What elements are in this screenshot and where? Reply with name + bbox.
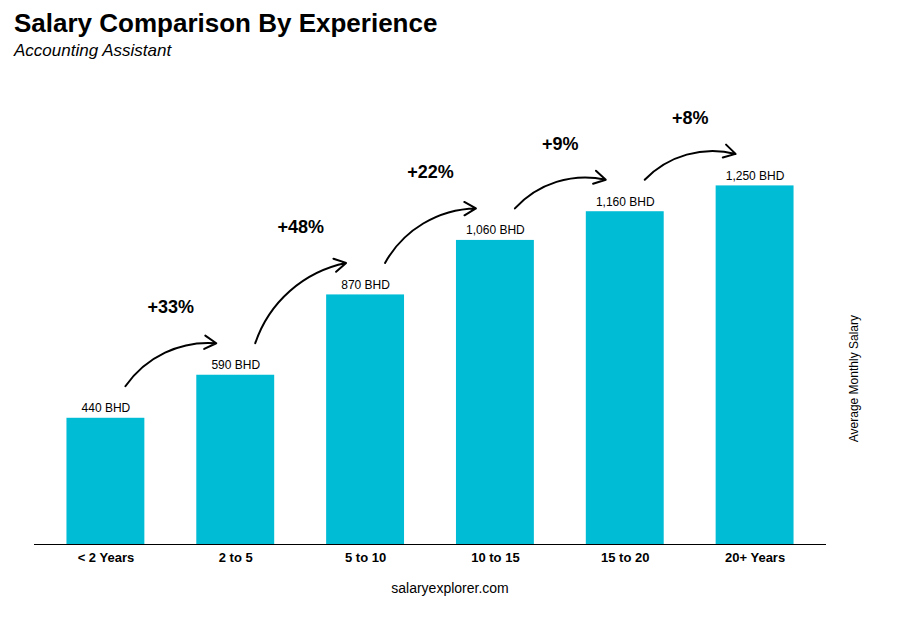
svg-text:15 to 20: 15 to 20 xyxy=(601,550,649,565)
svg-text:20+ Years: 20+ Years xyxy=(725,550,785,565)
svg-text:440 BHD: 440 BHD xyxy=(82,401,131,415)
svg-text:Average Monthly Salary: Average Monthly Salary xyxy=(847,315,861,442)
svg-text:+22%: +22% xyxy=(407,162,454,182)
svg-text:2 to 5: 2 to 5 xyxy=(219,550,253,565)
svg-text:1,060 BHD: 1,060 BHD xyxy=(466,223,525,237)
svg-text:< 2 Years: < 2 Years xyxy=(78,550,135,565)
html-text:salaryexplorer.com: salaryexplorer.com xyxy=(391,580,509,596)
html-text:Accounting Assistant: Accounting Assistant xyxy=(14,41,172,60)
svg-text:+33%: +33% xyxy=(148,297,195,317)
svg-text:5 to 10: 5 to 10 xyxy=(345,550,386,565)
svg-text:+9%: +9% xyxy=(542,134,579,154)
svg-text:+8%: +8% xyxy=(672,108,709,128)
svg-text:590 BHD: 590 BHD xyxy=(211,358,260,372)
svg-text:870 BHD: 870 BHD xyxy=(341,278,390,292)
svg-text:10 to 15: 10 to 15 xyxy=(471,550,519,565)
html-text:Salary Comparison By Experienc: Salary Comparison By Experience xyxy=(14,8,438,38)
svg-text:1,160 BHD: 1,160 BHD xyxy=(596,195,655,209)
svg-text:+48%: +48% xyxy=(277,217,324,237)
svg-text:1,250 BHD: 1,250 BHD xyxy=(726,169,785,183)
